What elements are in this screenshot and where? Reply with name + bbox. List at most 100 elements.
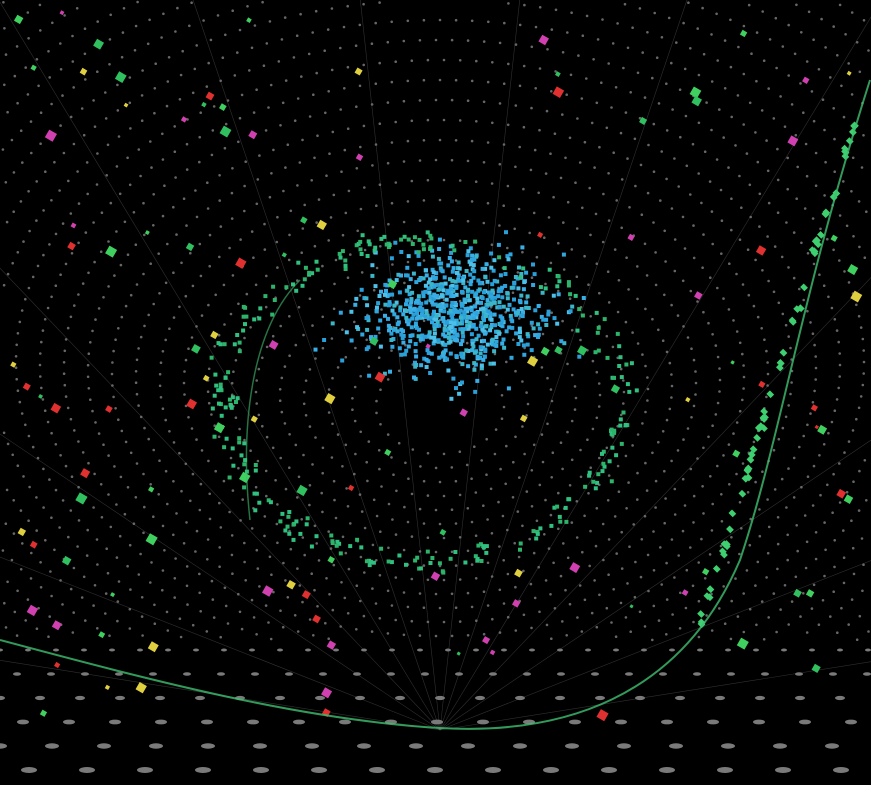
hit [431,297,436,301]
floor-pmt [217,672,225,676]
pmt [183,370,186,373]
pmt [286,143,290,146]
pmt [491,617,494,621]
pmt [386,161,390,165]
hit [822,208,831,217]
pmt [375,514,379,518]
pmt [426,239,430,242]
hit [373,284,378,289]
pmt [787,467,790,470]
pmt [625,256,628,260]
hit [440,294,445,299]
hit [705,593,714,602]
pmt [843,451,846,454]
floor-pmt [833,767,849,773]
pmt [434,550,438,554]
pmt [796,165,799,169]
hit [802,76,810,84]
floor-pmt [837,648,843,652]
hit [421,290,426,295]
pmt [276,541,279,545]
hit [577,354,582,359]
hit [484,544,489,549]
pmt [283,16,287,19]
hit [343,263,348,268]
hit [423,283,428,288]
pmt [858,70,862,74]
hit [428,233,433,238]
pmt [805,540,809,544]
hit [483,314,488,319]
pmt [607,474,611,477]
pmt [72,611,75,614]
hit [366,318,371,323]
pmt [633,137,637,141]
pmt [331,376,334,380]
hit [741,474,750,483]
pmt [676,449,680,452]
pmt [2,283,6,287]
hit [615,331,620,336]
pmt [426,118,430,122]
pmt [3,83,6,87]
hit [475,355,480,359]
pmt [729,637,733,641]
hit [457,266,462,271]
pmt [75,7,79,10]
hit [423,313,428,318]
pmt [787,623,790,626]
pmt [673,513,677,516]
pmt [209,38,213,42]
pmt [61,222,65,225]
pmt [824,46,827,49]
hit [468,282,473,287]
pmt [59,124,62,127]
pmt [116,83,119,87]
hit [268,339,279,350]
hit [609,427,614,432]
pmt [362,614,366,618]
hit [242,485,247,490]
pmt [737,45,740,49]
hit [549,523,554,528]
hit [766,390,775,399]
pmt [470,563,474,566]
pmt [605,126,609,130]
hit [454,318,459,323]
pmt [63,383,67,387]
pmt [748,183,752,187]
hit [10,361,17,368]
floor-pmt [555,695,565,701]
pmt [500,394,504,397]
hit [612,430,617,435]
hit [561,252,566,257]
pmt [850,190,853,193]
hit [191,344,201,354]
hit [472,361,477,366]
pmt [263,515,267,518]
pmt [333,282,336,286]
hit [428,277,433,282]
pmt [590,121,594,125]
pmt [534,87,537,90]
pmt [638,116,642,120]
floor-pmt [249,648,255,652]
pmt [77,241,80,245]
pmt [790,381,793,384]
hit [535,531,540,536]
hit [315,267,320,272]
hit [338,255,343,260]
pmt [244,579,247,582]
pmt [402,591,406,594]
hit [577,307,582,312]
pmt [657,440,660,444]
hit [480,266,485,271]
pmt [301,536,305,539]
floor-pmt [659,767,675,773]
floor-pmt [585,648,591,652]
hit [552,316,557,321]
floor-pmt [863,672,871,676]
pmt [152,515,155,518]
pmt [89,398,92,402]
pmt [363,248,367,252]
